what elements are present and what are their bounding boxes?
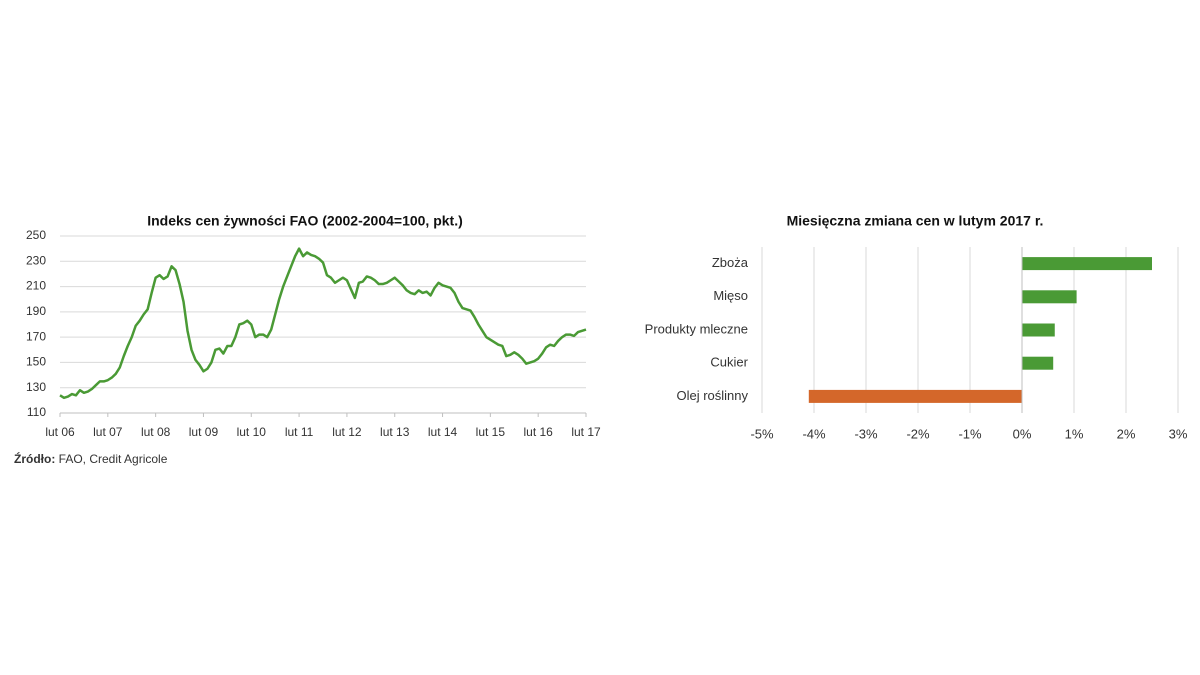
x-tick-label: -5%	[750, 426, 774, 441]
x-tick-label: lut 11	[285, 425, 314, 439]
y-tick-label: Olej roślinny	[676, 388, 748, 403]
source-text: FAO, Credit Agricole	[59, 452, 168, 466]
y-tick-label: 170	[26, 329, 46, 343]
x-tick-label: lut 14	[428, 425, 458, 439]
source-label: Źródło:	[14, 451, 55, 466]
x-tick-label: 2%	[1117, 426, 1136, 441]
y-tick-label: Zboża	[712, 255, 749, 270]
x-tick-label: lut 09	[189, 425, 219, 439]
y-tick-label: 130	[26, 380, 46, 394]
x-tick-label: lut 16	[524, 425, 554, 439]
chart-title: Indeks cen żywności FAO (2002-2004=100, …	[147, 213, 463, 229]
x-tick-label: lut 12	[332, 425, 362, 439]
bar	[1022, 356, 1054, 370]
x-tick-label: 3%	[1169, 426, 1188, 441]
x-tick-label: -1%	[958, 426, 982, 441]
y-tick-label: 230	[26, 253, 46, 267]
data-line	[59, 247, 587, 400]
x-tick-label: lut 07	[93, 425, 123, 439]
x-tick-label: lut 06	[45, 425, 75, 439]
y-tick-label: Produkty mleczne	[645, 321, 748, 336]
x-tick-label: lut 17	[571, 425, 601, 439]
chart-title: Miesięczna zmiana cen w lutym 2017 r.	[787, 213, 1044, 229]
y-tick-label: 210	[26, 279, 46, 293]
x-tick-label: 0%	[1013, 426, 1032, 441]
y-tick-label: 110	[27, 405, 46, 419]
x-tick-label: lut 10	[237, 425, 267, 439]
y-tick-label: 190	[26, 304, 46, 318]
x-tick-label: -2%	[906, 426, 930, 441]
bar	[808, 389, 1022, 403]
x-tick-label: -4%	[802, 426, 826, 441]
bar	[1022, 323, 1055, 337]
x-tick-label: 1%	[1065, 426, 1084, 441]
x-tick-label: lut 08	[141, 425, 171, 439]
y-tick-label: Cukier	[710, 355, 748, 370]
x-tick-label: -3%	[854, 426, 878, 441]
y-tick-label: Mięso	[713, 288, 748, 303]
bar	[1022, 290, 1077, 304]
x-tick-label: lut 13	[380, 425, 410, 439]
source-note: Źródło: FAO, Credit Agricole	[14, 451, 168, 466]
y-tick-label: 250	[26, 228, 46, 242]
x-tick-label: lut 15	[476, 425, 506, 439]
y-tick-label: 150	[26, 355, 46, 369]
bar	[1022, 257, 1152, 271]
